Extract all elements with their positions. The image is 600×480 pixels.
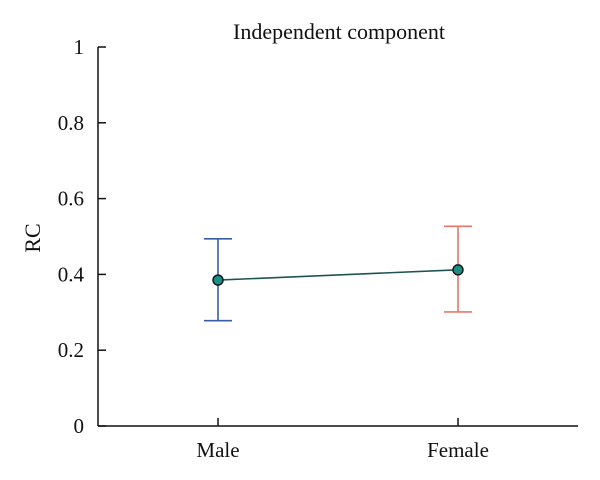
y-tick-label: 0.4 [58, 262, 85, 286]
x-tick-label: Male [196, 438, 239, 462]
y-tick-label: 0.6 [58, 187, 84, 211]
x-tick-label: Female [427, 438, 489, 462]
y-tick-label: 0.2 [58, 338, 84, 362]
y-axis-title: RC [20, 223, 45, 252]
y-tick-label: 0.8 [58, 111, 84, 135]
x-ticks: Male Female [196, 418, 489, 462]
y-tick-label: 1 [74, 35, 85, 59]
series-layer [204, 225, 472, 322]
data-point-female [452, 264, 464, 276]
series-line [217, 269, 459, 281]
data-point-male [212, 274, 224, 286]
chart-title: Independent component [233, 19, 445, 44]
y-ticks: 0 0.2 0.4 0.6 0.8 1 [58, 35, 106, 438]
y-tick-label: 0 [74, 414, 85, 438]
